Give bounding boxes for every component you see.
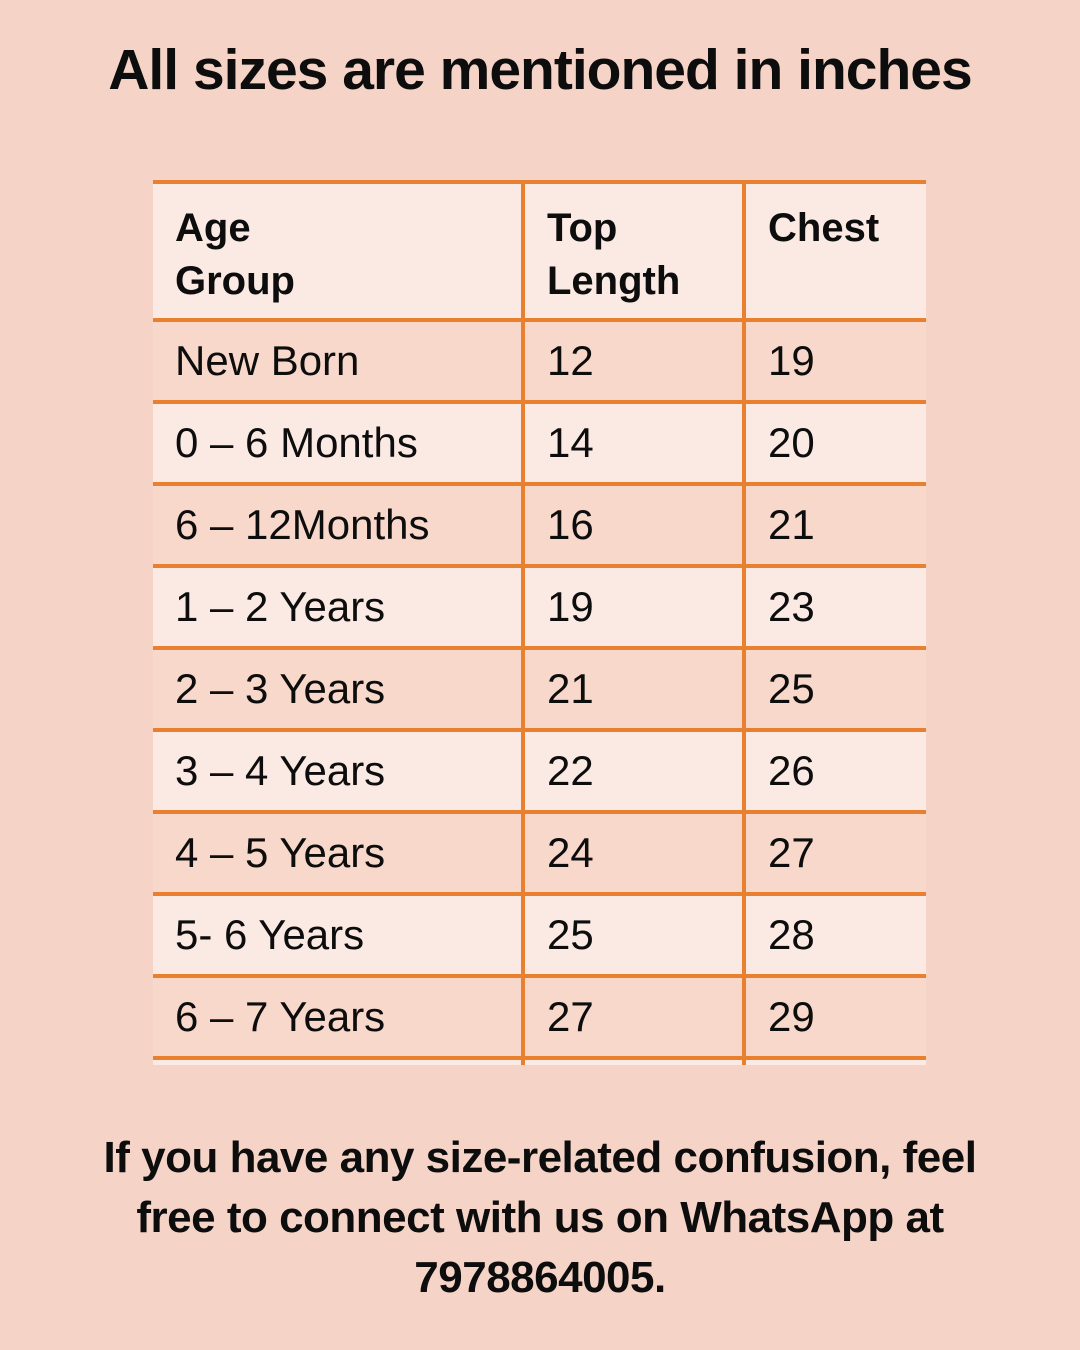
cell-top-length: 12: [521, 320, 744, 404]
cell-chest: 21: [742, 484, 926, 568]
cell-chest: 28: [742, 894, 926, 978]
cell-age-group: 6 – 7 Years: [153, 976, 523, 1060]
footer-line: If you have any size-related confusion, …: [103, 1133, 977, 1182]
table-row: 3 – 4 Years 22 26: [153, 730, 926, 814]
footer-line: free to connect with us on WhatsApp at: [136, 1193, 944, 1242]
header-label-age-group: Age Group: [175, 206, 295, 303]
cell-age-group: 4 – 5 Years: [153, 812, 523, 896]
cell-age-group: New Born: [153, 320, 523, 404]
cell-age-group: 1 – 2 Years: [153, 566, 523, 650]
cell-top-length: 27: [521, 976, 744, 1060]
header-cell-chest: Chest: [742, 182, 926, 322]
table-row: 1 – 2 Years 19 23: [153, 566, 926, 650]
cell-chest: 29: [742, 976, 926, 1060]
cell-top-length: 22: [521, 730, 744, 814]
cell-chest: 25: [742, 648, 926, 732]
cell-chest: 23: [742, 566, 926, 650]
table-row: New Born 12 19: [153, 320, 926, 404]
cell-chest: 26: [742, 730, 926, 814]
header-cell-age-group: Age Group: [153, 182, 523, 322]
cell-age-group: 3 – 4 Years: [153, 730, 523, 814]
footer-note: If you have any size-related confusion, …: [0, 1128, 1080, 1308]
cell-age-group: 0 – 6 Months: [153, 402, 523, 486]
cell-top-length: 14: [521, 402, 744, 486]
table-row: 4 – 5 Years 24 27: [153, 812, 926, 896]
cell-chest: 20: [742, 402, 926, 486]
page-title: All sizes are mentioned in inches: [108, 38, 972, 102]
size-table: Age Group Top Length Chest New Born 12 1…: [153, 180, 926, 1065]
table-row: 2 – 3 Years 21 25: [153, 648, 926, 732]
table-row: 6 – 7 Years 27 29: [153, 976, 926, 1060]
cell-top-length: 16: [521, 484, 744, 568]
footer-line: 7978864005.: [414, 1253, 666, 1302]
cell-chest: 19: [742, 320, 926, 404]
table-row: 6 – 12Months 16 21: [153, 484, 926, 568]
cell-age-group: 6 – 12Months: [153, 484, 523, 568]
cell-chest: 27: [742, 812, 926, 896]
table-header-row: Age Group Top Length Chest: [153, 182, 926, 322]
cell-top-length: 19: [521, 566, 744, 650]
cell-age-group: 2 – 3 Years: [153, 648, 523, 732]
table-row: 5- 6 Years 25 28: [153, 894, 926, 978]
table-row: 0 – 6 Months 14 20: [153, 402, 926, 486]
header-cell-top-length: Top Length: [521, 182, 744, 322]
cell-top-length: 21: [521, 648, 744, 732]
cell-top-length: 24: [521, 812, 744, 896]
header-label-top-length: Top Length: [547, 206, 681, 303]
cropped-next-row: [153, 1058, 926, 1065]
header-label-chest: Chest: [768, 206, 880, 250]
cell-top-length: 25: [521, 894, 744, 978]
cell-age-group: 5- 6 Years: [153, 894, 523, 978]
